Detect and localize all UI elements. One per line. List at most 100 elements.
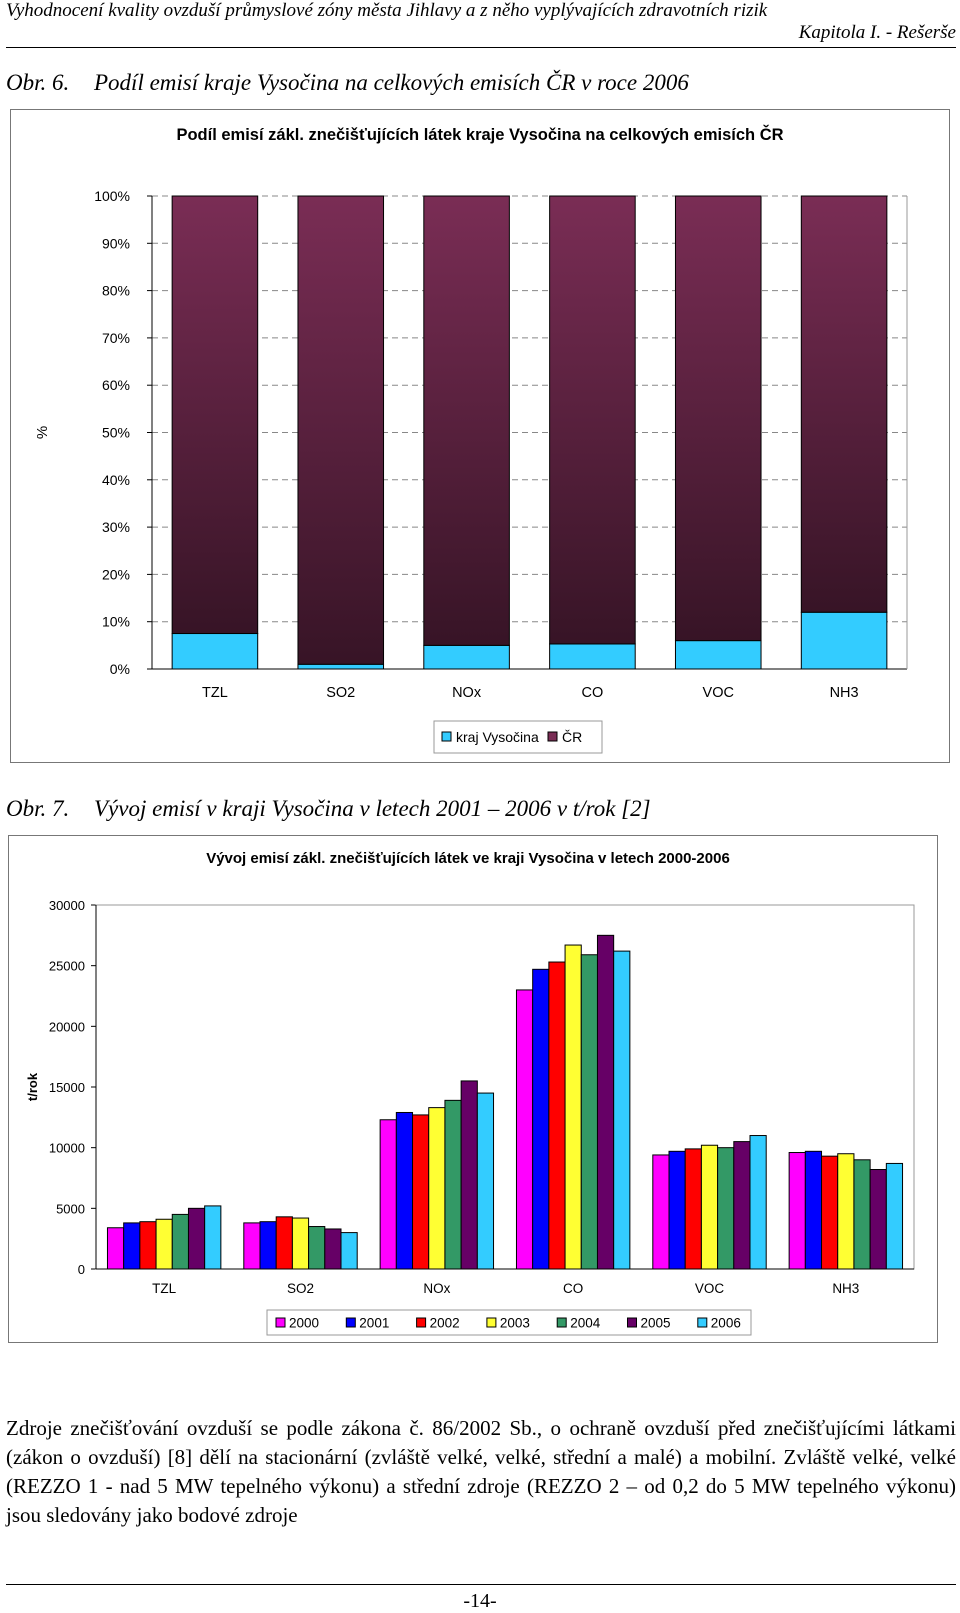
bar-2006 (613, 950, 631, 1270)
bar-2002 (684, 1148, 702, 1270)
bar-2004 (580, 954, 598, 1270)
bar-2006 (476, 1092, 495, 1270)
y-tick-label: 50% (102, 425, 130, 441)
y-axis-label: % (34, 426, 51, 439)
bar-2006 (204, 1205, 222, 1270)
bar-segment-cr (423, 195, 510, 646)
y-tick-label: 10000 (49, 1141, 85, 1156)
bar-segment-cr (549, 195, 636, 645)
bar-2006 (340, 1232, 358, 1270)
x-tick-label: NH3 (832, 1281, 859, 1296)
bar-2000 (788, 1152, 806, 1270)
legend-swatch (441, 731, 452, 742)
y-tick-label: 30000 (49, 898, 85, 913)
y-tick-label: 15000 (49, 1080, 85, 1095)
bar-2003 (291, 1217, 310, 1270)
x-tick-label: CO (582, 685, 604, 701)
figure-6-number: Obr. 6. (6, 70, 70, 95)
chapter-label: Kapitola I. - Rešerše (798, 22, 956, 43)
x-tick-label: NOx (452, 685, 482, 701)
y-tick-label: 20% (102, 566, 130, 582)
bar-2004 (171, 1213, 189, 1270)
bar-2005 (733, 1141, 751, 1270)
bar-2001 (668, 1150, 686, 1270)
legend-label: 2005 (641, 1316, 671, 1331)
bar-2004 (444, 1099, 462, 1270)
bar-2004 (308, 1226, 326, 1270)
bar-segment-kraj (800, 611, 888, 670)
bar-segment-cr (800, 195, 888, 613)
legend: 2000 2001 2002 2003 2004 2005 2006 (266, 1309, 752, 1336)
x-tick-label: NH3 (830, 685, 859, 701)
bar-2002 (548, 961, 566, 1270)
legend-label: 2002 (430, 1316, 460, 1331)
y-tick-label: 20000 (49, 1019, 85, 1034)
legend-label: 2001 (359, 1316, 389, 1331)
legend-swatch (627, 1317, 637, 1328)
body-paragraph: Zdroje znečišťování ovzduší se podle zák… (6, 1414, 956, 1530)
bar-2001 (123, 1222, 141, 1270)
bar-2000 (379, 1119, 397, 1270)
legend-swatch (275, 1317, 286, 1328)
bar-2000 (243, 1222, 261, 1270)
y-axis-label: t/rok (25, 1072, 40, 1101)
bar-2001 (804, 1150, 823, 1270)
x-tick-label: TZL (152, 1281, 176, 1296)
bar-2003 (155, 1218, 173, 1270)
x-tick-label: SO2 (326, 685, 355, 701)
figure-7-caption-text: Vývoj emisí v kraji Vysočina v letech 20… (94, 796, 651, 821)
y-tick-label: 80% (102, 283, 130, 299)
bar-2001 (259, 1221, 277, 1270)
bar-segment-cr (171, 195, 259, 635)
x-tick-label: VOC (695, 1281, 725, 1296)
page-number: -14- (463, 1590, 497, 1612)
bar-2000 (652, 1154, 670, 1270)
legend-swatch (556, 1317, 567, 1328)
legend-label: 2000 (289, 1316, 319, 1331)
legend-label: 2003 (500, 1316, 530, 1331)
figure-7-number: Obr. 7. (6, 796, 70, 821)
bar-segment-kraj (549, 643, 636, 670)
bar-2001 (395, 1111, 414, 1270)
legend-label: kraj Vysočina (456, 729, 539, 745)
bar-2002 (275, 1216, 293, 1270)
bar-2005 (187, 1207, 206, 1270)
bar-2001 (532, 968, 550, 1270)
x-tick-label: CO (563, 1281, 583, 1296)
bar-segment-kraj (297, 663, 385, 670)
chart-title: Podíl emisí zákl. znečišťujících látek k… (176, 125, 783, 144)
chart-emission-trend: Vývoj emisí zákl. znečišťujících látek v… (8, 835, 938, 1343)
bar-segment-kraj (674, 640, 762, 670)
y-tick-label: 10% (102, 614, 130, 630)
document-title: Vyhodnocení kvality ovzduší průmyslové z… (6, 0, 768, 21)
legend-swatch (345, 1317, 356, 1328)
legend-box (266, 1309, 752, 1336)
bar-segment-cr (674, 195, 762, 642)
bar-2002 (412, 1114, 430, 1270)
chart-share-emissions: Podíl emisí zákl. znečišťujících látek k… (10, 109, 950, 763)
bar-2006 (749, 1135, 767, 1270)
figure-6-caption-text: Podíl emisí kraje Vysočina na celkových … (94, 70, 689, 95)
y-tick-label: 25000 (49, 959, 85, 974)
bar-2003 (837, 1153, 855, 1270)
bar-2003 (700, 1144, 719, 1270)
bar-2005 (869, 1169, 887, 1270)
y-tick-label: 100% (94, 188, 130, 204)
bar-2000 (515, 989, 534, 1270)
legend-swatch (416, 1317, 427, 1328)
y-tick-label: 0% (110, 661, 130, 677)
x-tick-label: SO2 (287, 1281, 314, 1296)
legend-box (433, 720, 603, 754)
bar-segment-kraj (423, 644, 510, 670)
body-paragraph-text: Zdroje znečišťování ovzduší se podle zák… (6, 1416, 956, 1527)
y-tick-label: 90% (102, 235, 130, 251)
y-tick-label: 40% (102, 472, 130, 488)
bar-2002 (139, 1221, 157, 1270)
bar-segment-cr (297, 195, 385, 665)
legend-label: 2006 (711, 1316, 741, 1331)
bar-2002 (821, 1155, 839, 1270)
chart-share-emissions-svg: Podíl emisí zákl. znečišťujících látek k… (34, 125, 908, 754)
x-tick-label: VOC (703, 685, 734, 701)
legend-swatch (697, 1317, 708, 1328)
legend: kraj Vysočina ČR (433, 720, 603, 754)
